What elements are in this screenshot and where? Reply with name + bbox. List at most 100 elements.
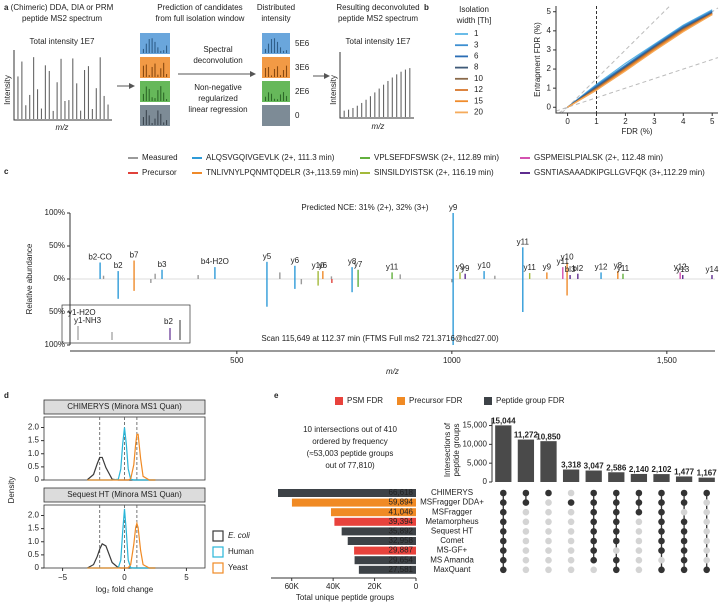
set-dot [613,556,620,564]
set-dot [522,528,530,535]
note: 10 intersections out of 410 [303,425,397,434]
set-dot [680,566,688,574]
legend-label: 12 [474,85,483,94]
set-dot [703,547,710,554]
set-dot [590,489,597,497]
set-dot [545,537,552,545]
value-label: 27,581 [389,565,414,574]
intensity-label: 2E6 [295,87,310,96]
value-label: 2,586 [606,463,627,472]
x-tick-label: 1,500 [657,356,678,365]
set-dot [500,499,507,506]
peak-label: y11 [557,257,570,266]
category-label: MSFragger [432,507,472,516]
note: (≈53,003 peptide groups [307,449,394,458]
bar [608,472,625,482]
peak-label: y8 [614,261,623,270]
set-dot [658,537,665,545]
legend-swatch [484,397,492,405]
set-dot [590,499,597,506]
x-axis-label: log₂ fold change [96,585,154,594]
set-dot [658,566,665,574]
set-dot [545,556,552,564]
axis [555,6,718,114]
set-dot [500,518,507,526]
legend-label: E. coli [228,531,250,540]
set-dot [545,528,552,535]
y-axis-label: Intersections of [443,422,452,477]
peak-label: b7 [130,251,139,260]
set-dot [567,508,575,516]
set-dot [590,508,597,516]
legend-label: TNLIVNYLPQNMTQDELR (3+,113.59 min) [206,168,359,177]
value-label: 1,477 [674,468,695,477]
peak-label: b2-CO [88,253,112,262]
inset-label: y1-H2O [68,308,96,317]
set-dot [522,566,530,574]
set-dot [567,499,575,506]
y-tick-label: 2.0 [28,423,40,432]
set-dot [613,537,620,545]
set-dot [613,566,620,574]
legend-swatch [335,397,343,405]
bar [291,498,416,507]
set-dot [635,537,643,545]
peak-label: b3 [158,260,167,269]
set-dot [703,489,710,497]
peak-label: y11 [617,264,630,273]
panel-label: c [4,167,9,176]
density-curve [87,433,156,481]
set-dot [635,489,643,497]
set-dot [567,518,575,526]
set-dot [658,528,665,535]
legend-label: 8 [474,63,479,72]
set-dot [567,489,575,497]
set-dot [567,566,575,574]
value-label: 29,887 [389,546,414,555]
set-dot [545,508,552,516]
set-dot [613,547,620,554]
intensity-label: 0 [295,111,300,120]
peak-label: y9 [449,203,458,212]
candidate-box [262,33,290,54]
legend-label: Measured [142,153,178,162]
value-label: 2,140 [629,465,650,474]
set-dot [500,556,507,564]
set-dot [567,556,575,564]
candidate-box [140,105,170,126]
value-label: 2,102 [651,465,672,474]
y-axis-label: Relative abundance [25,243,34,314]
legend-label: PSM FDR [347,396,383,405]
series-line [567,9,713,108]
set-dot [613,518,620,526]
x-axis-label: FDR (%) [621,127,652,136]
legend-swatch [212,546,224,558]
panel-label: e [274,391,279,400]
bar [354,546,416,555]
peak-label: y9 [461,264,470,273]
intensity-label: 3E6 [295,63,310,72]
panel-title: CHIMERYS (Minora MS1 Quan) [67,402,182,411]
axis [13,50,112,121]
set-dot [680,556,688,564]
step-title: Distributed [257,3,295,12]
category-label: MaxQuant [434,565,472,574]
y-axis-label: Density [7,477,16,504]
legend-label: Peptide group FDR [496,396,565,405]
set-dot [658,508,665,516]
set-dot [590,556,597,564]
set-dot [658,547,665,554]
bar [334,517,416,526]
value-label: 15,044 [491,416,516,425]
peak-label: bl2 [572,264,583,273]
set-dot [703,556,710,564]
inset-box [61,304,191,344]
y-axis-label: peptide groups [452,424,461,477]
set-dot [500,537,507,545]
inset-label: b2 [164,317,173,326]
x-tick-label: 40K [326,582,341,591]
annotation: Predicted NCE: 31% (2+), 32% (3+) [301,203,429,212]
y-tick-label: 4 [547,26,552,35]
panel-label: a [4,3,9,12]
set-dot [590,547,597,554]
